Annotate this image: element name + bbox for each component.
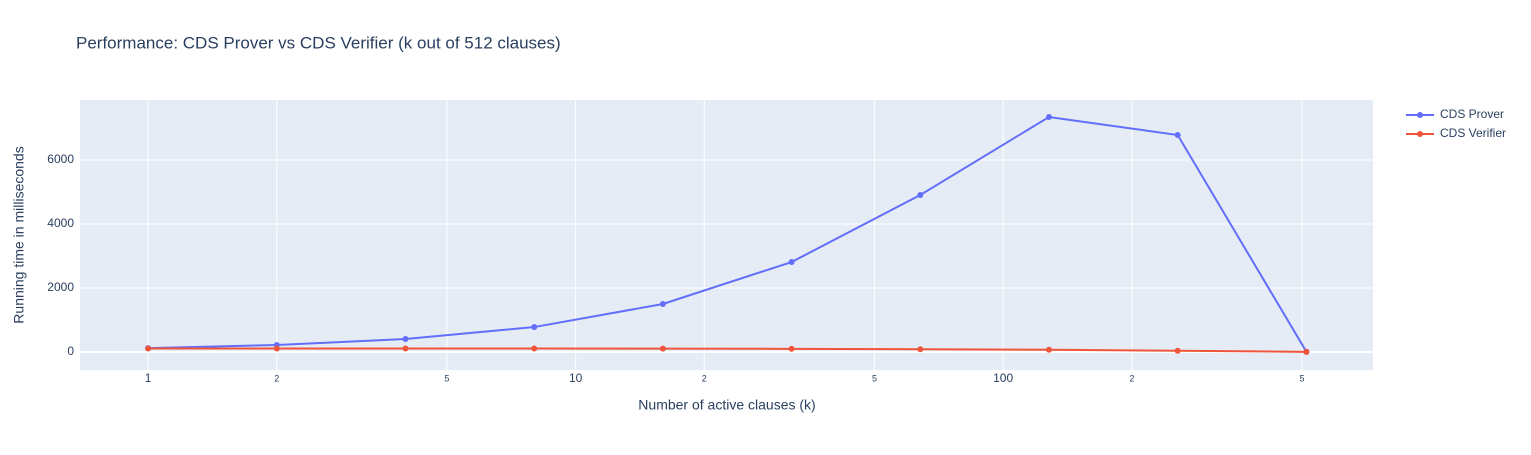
data-point [1174, 132, 1181, 139]
data-point [402, 345, 409, 352]
x-tick-label: 5 [872, 373, 877, 383]
data-point [531, 345, 538, 352]
x-axis-title: Number of active clauses (k) [638, 397, 815, 413]
x-tick-label: 5 [444, 373, 449, 383]
data-point [917, 192, 924, 199]
data-point [1045, 113, 1052, 120]
series-line [148, 347, 1307, 353]
data-point [531, 324, 538, 331]
x-tick-label: 2 [274, 373, 279, 383]
legend-marker [1417, 112, 1423, 118]
x-tick-label: 2 [1129, 373, 1134, 383]
data-point [1174, 347, 1181, 354]
legend-label: CDS Prover [1440, 107, 1504, 121]
y-axis-title: Running time in milliseconds [11, 146, 27, 323]
data-point [659, 301, 666, 308]
x-tick-label: 1 [145, 371, 152, 385]
x-tick-label: 100 [993, 371, 1013, 385]
x-tick-label: 2 [702, 373, 707, 383]
y-tick-label: 0 [67, 344, 74, 358]
data-point [1045, 346, 1052, 353]
series-line [148, 115, 1308, 353]
x-tick-label: 5 [1299, 373, 1304, 383]
x-tick-label: 10 [569, 371, 583, 385]
plot-area [80, 100, 1373, 370]
y-tick-label: 6000 [47, 152, 74, 166]
data-point [788, 345, 795, 352]
data-point [402, 336, 409, 343]
legend-label: CDS Verifier [1440, 126, 1506, 140]
y-tick-label: 4000 [47, 216, 74, 230]
data-point [917, 346, 924, 353]
legend-marker [1417, 131, 1423, 137]
data-point [788, 259, 795, 266]
data-point [1303, 348, 1310, 355]
chart-title: Performance: CDS Prover vs CDS Verifier … [76, 33, 561, 52]
data-point [659, 345, 666, 352]
data-point [273, 345, 280, 352]
data-point [145, 345, 152, 352]
y-tick-label: 2000 [47, 280, 74, 294]
